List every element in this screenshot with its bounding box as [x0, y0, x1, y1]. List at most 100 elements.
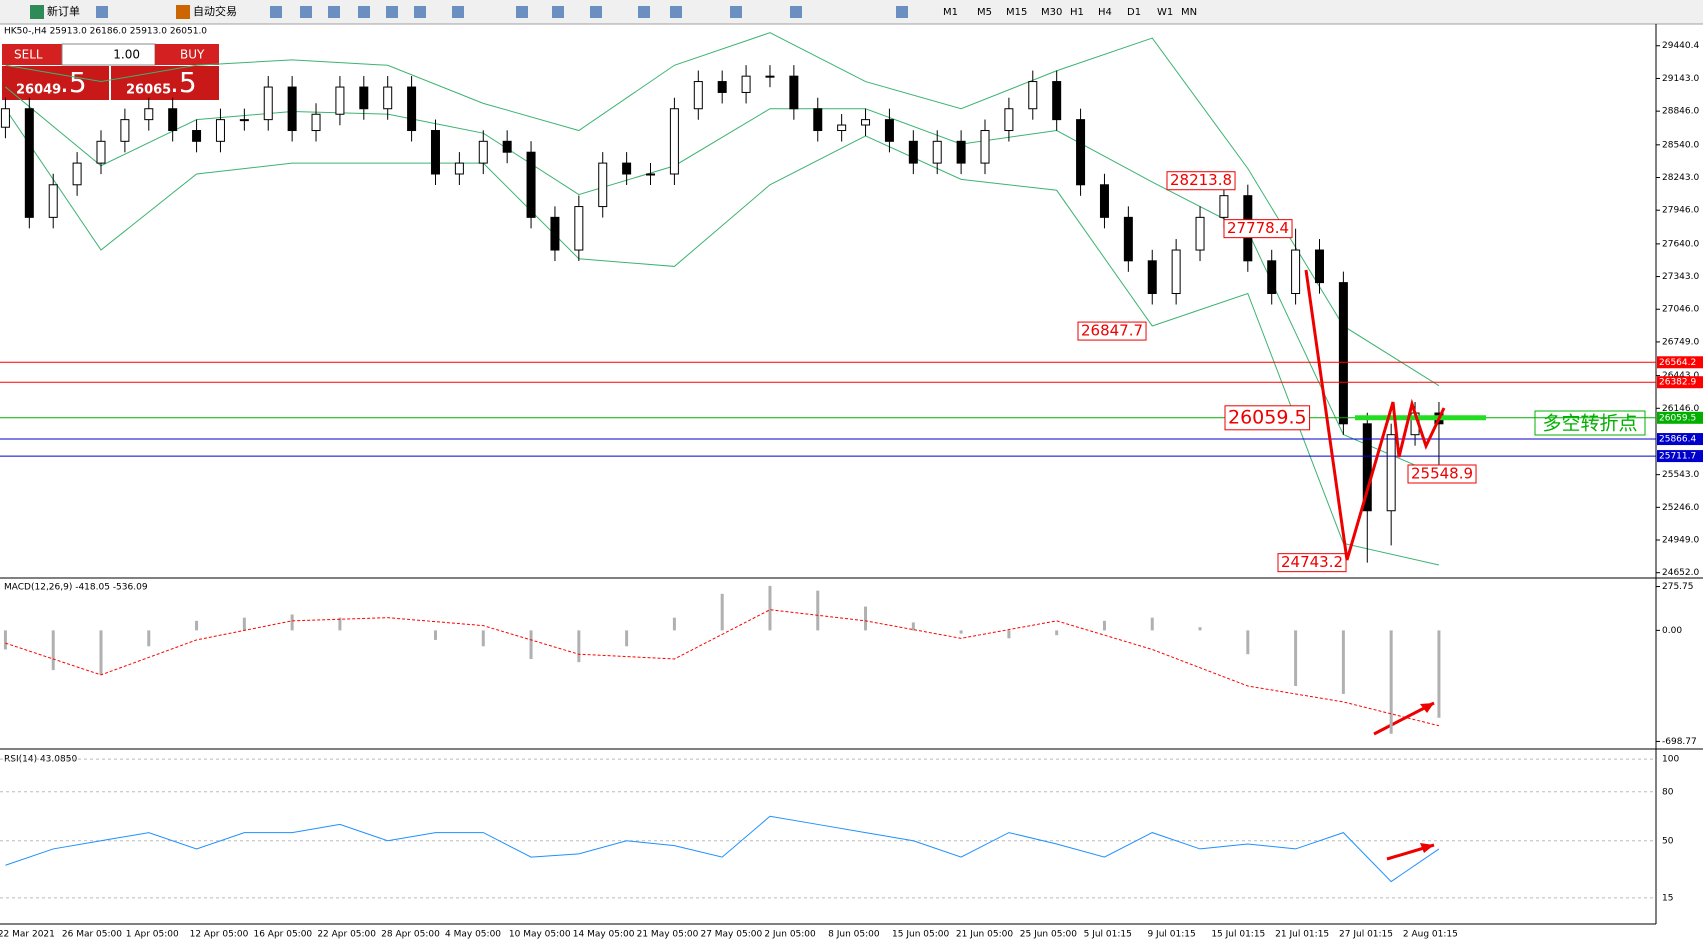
candle-body — [311, 113, 321, 132]
candle-body — [908, 140, 918, 164]
arrow-head — [1420, 843, 1434, 853]
x-tick-label: 22 Apr 05:00 — [317, 930, 376, 940]
candle-body — [0, 108, 10, 128]
icon[interactable] — [638, 6, 650, 18]
icon[interactable] — [300, 6, 312, 18]
auto-trading[interactable]: 自动交易 — [193, 4, 237, 18]
candle-body — [454, 162, 464, 175]
buy-label[interactable]: BUY — [180, 48, 205, 62]
price-tick-label: 28846.0 — [1662, 107, 1699, 117]
x-tick-label: 12 Apr 05:00 — [190, 930, 249, 940]
candle-body — [574, 206, 584, 251]
icon[interactable] — [452, 6, 464, 18]
price-tick-label: 29143.0 — [1662, 74, 1699, 84]
x-tick-label: 8 Jun 05:00 — [828, 930, 880, 940]
level-tag — [1657, 411, 1703, 424]
sell-button[interactable] — [2, 44, 62, 65]
icon[interactable] — [896, 6, 908, 18]
timeframe-button[interactable]: MN — [1181, 7, 1197, 18]
candle-body — [1386, 434, 1396, 512]
candle-body — [24, 108, 34, 218]
candle-body — [383, 86, 393, 110]
x-tick-label: 21 May 05:00 — [637, 930, 699, 940]
level-label: 25711.7 — [1659, 452, 1696, 462]
sell-quote[interactable] — [2, 66, 109, 100]
candle-body — [192, 130, 202, 142]
macd-signal — [5, 609, 1440, 727]
macd-tick-label: -698.77 — [1662, 737, 1697, 747]
lot-value[interactable]: 1.00 — [113, 48, 140, 62]
annotation-label: 26847.7 — [1081, 322, 1143, 340]
annotation-box — [1407, 464, 1477, 484]
new-order-icon[interactable] — [30, 5, 44, 19]
buy-button[interactable] — [155, 44, 219, 65]
candle-body — [263, 86, 273, 121]
pivot-box — [1534, 410, 1646, 436]
sell-label[interactable]: SELL — [14, 48, 43, 62]
annotation-box — [1166, 171, 1236, 191]
candle-body — [144, 108, 154, 121]
candle-body — [215, 119, 225, 142]
icon[interactable] — [386, 6, 398, 18]
icon[interactable] — [516, 6, 528, 18]
candle-body — [48, 184, 58, 218]
icon[interactable] — [270, 6, 282, 18]
icon[interactable] — [730, 6, 742, 18]
arrow-head — [1420, 703, 1434, 713]
candle-body — [526, 151, 536, 218]
candle-body — [1195, 216, 1205, 251]
icon[interactable] — [790, 6, 802, 18]
x-tick-label: 25 Jun 05:00 — [1020, 930, 1077, 940]
rsi-tick-label: 100 — [1662, 755, 1679, 765]
timeframe-button[interactable]: M1 — [943, 7, 958, 18]
rsi-tick-label: 15 — [1662, 893, 1673, 903]
x-tick-label: 28 Apr 05:00 — [381, 930, 440, 940]
timeframe-button[interactable]: M15 — [1006, 7, 1027, 18]
candle-body — [96, 140, 106, 164]
level-tag — [1657, 376, 1703, 389]
icon[interactable] — [358, 6, 370, 18]
icon[interactable] — [670, 6, 682, 18]
x-tick-label: 2 Jun 05:00 — [764, 930, 816, 940]
sell-pips: .5 — [60, 66, 87, 99]
price-tick-label: 26749.0 — [1662, 337, 1699, 347]
candle-body — [239, 119, 249, 122]
candle-body — [1147, 260, 1157, 295]
timeframe-button[interactable]: M30 — [1041, 7, 1062, 18]
rsi-tick-label: 50 — [1662, 836, 1674, 846]
sell-price: 26049 — [16, 83, 61, 98]
timeframe-button[interactable]: M5 — [977, 7, 992, 18]
buy-pips: .5 — [170, 66, 197, 99]
icon[interactable] — [328, 6, 340, 18]
candle-body — [1362, 423, 1372, 512]
price-tick-label: 28243.0 — [1662, 173, 1699, 183]
timeframe-button[interactable]: D1 — [1127, 7, 1141, 18]
x-tick-label: 16 Apr 05:00 — [253, 930, 312, 940]
macd-tick-label: 275.75 — [1662, 582, 1694, 592]
timeframe-button[interactable]: H4 — [1098, 7, 1112, 18]
annotation-label: 27778.4 — [1227, 219, 1289, 237]
icon[interactable] — [552, 6, 564, 18]
auto-trading-icon[interactable] — [176, 5, 190, 19]
buy-quote[interactable] — [111, 66, 219, 100]
candle-body — [287, 86, 297, 132]
timeframe-button[interactable]: W1 — [1157, 7, 1173, 18]
price-tick-label: 28540.0 — [1662, 140, 1699, 150]
icon[interactable] — [96, 6, 108, 18]
candle-body — [502, 140, 512, 153]
candle-body — [956, 140, 966, 164]
lot-input[interactable] — [61, 43, 156, 66]
candle-body — [1004, 108, 1014, 132]
toolbar-icons — [96, 6, 908, 18]
timeframe-button[interactable]: H1 — [1070, 7, 1084, 18]
candle-body — [430, 130, 440, 175]
x-tick-label: 27 Jul 01:15 — [1339, 930, 1393, 940]
icon[interactable] — [590, 6, 602, 18]
candle-body — [884, 119, 894, 142]
annotation-box — [1224, 405, 1311, 431]
icon[interactable] — [414, 6, 426, 18]
rsi-line — [5, 815, 1440, 883]
candle-body — [765, 75, 775, 78]
annotation-box — [1277, 553, 1347, 573]
new-order[interactable]: 新订单 — [47, 4, 80, 18]
